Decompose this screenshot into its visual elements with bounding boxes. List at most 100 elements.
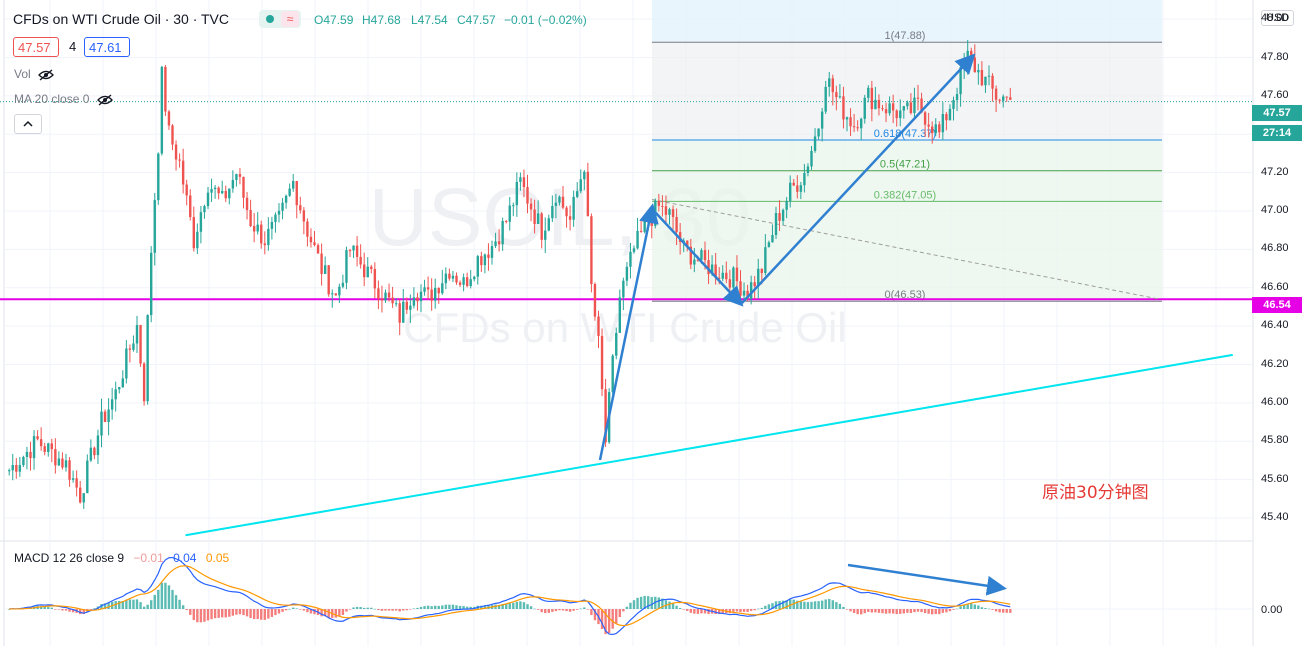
market-open-dot-icon bbox=[266, 15, 274, 23]
macd-histogram-bar bbox=[377, 609, 380, 611]
macd-signal-value: 0.05 bbox=[205, 551, 230, 565]
hidden-eye-icon[interactable] bbox=[96, 94, 113, 106]
currency-button[interactable]: USD bbox=[1261, 10, 1295, 26]
macd-histogram-bar bbox=[334, 609, 337, 618]
macd-histogram-bar bbox=[835, 602, 838, 609]
candle-body bbox=[384, 292, 387, 301]
candle-body bbox=[977, 69, 980, 73]
buy-price-button[interactable]: 47.61 bbox=[84, 37, 130, 57]
macd-histogram-bar bbox=[778, 601, 781, 609]
macd-histogram-bar bbox=[874, 609, 877, 613]
candle-body bbox=[622, 280, 625, 298]
candle-body bbox=[987, 75, 991, 77]
candle-body bbox=[366, 266, 369, 278]
macd-histogram-bar bbox=[696, 609, 700, 614]
candle-body bbox=[895, 110, 898, 119]
chart-caption: 原油30分钟图 bbox=[1042, 483, 1149, 503]
candle-body bbox=[419, 291, 423, 302]
sell-price-button[interactable]: 47.57 bbox=[13, 37, 59, 57]
candle-body bbox=[600, 335, 604, 390]
candle-body bbox=[402, 301, 405, 323]
candle-body bbox=[18, 465, 22, 472]
candle-body bbox=[636, 230, 639, 249]
macd-histogram-bar bbox=[103, 603, 107, 609]
candle-body bbox=[373, 269, 377, 289]
macd-histogram-bar bbox=[920, 609, 923, 613]
macd-histogram-bar bbox=[629, 602, 632, 609]
macd-histogram-bar bbox=[189, 609, 192, 615]
macd-histogram-bar bbox=[68, 609, 71, 612]
macd-histogram-bar bbox=[455, 605, 458, 609]
macd-histogram-bar bbox=[174, 595, 178, 609]
macd-histogram-bar bbox=[387, 609, 391, 611]
candle-body bbox=[735, 267, 739, 282]
candle-body bbox=[739, 281, 742, 296]
candle-body bbox=[707, 260, 710, 275]
macd-histogram-bar bbox=[984, 608, 987, 609]
price-tick-label: 47.20 bbox=[1261, 165, 1289, 178]
candle-body bbox=[533, 209, 536, 224]
macd-histogram-bar bbox=[348, 609, 352, 610]
candle-body bbox=[29, 451, 32, 459]
price-tick-label: 47.00 bbox=[1261, 204, 1289, 217]
macd-histogram-bar bbox=[441, 605, 444, 609]
macd-histogram-bar bbox=[735, 609, 739, 612]
candle-body bbox=[689, 246, 692, 265]
macd-histogram-bar bbox=[391, 609, 394, 611]
candle-body bbox=[426, 287, 430, 290]
macd-histogram-bar bbox=[89, 609, 93, 610]
candle-body bbox=[874, 99, 877, 110]
macd-histogram-bar bbox=[341, 609, 345, 615]
candle-body bbox=[465, 277, 469, 287]
macd-indicator-label[interactable]: MACD 12 26 close 9 −0.01 0.04 0.05 bbox=[14, 551, 229, 565]
macd-histogram-bar bbox=[366, 607, 369, 609]
candle-body bbox=[25, 451, 29, 457]
macd-histogram-bar bbox=[796, 600, 799, 609]
candle-body bbox=[501, 220, 504, 245]
macd-histogram-bar bbox=[842, 606, 845, 609]
candle-body bbox=[473, 276, 476, 280]
collapse-indicators-button[interactable] bbox=[14, 114, 42, 134]
candle-body bbox=[675, 216, 678, 233]
macd-histogram-bar bbox=[941, 609, 945, 613]
candle-body bbox=[838, 96, 842, 98]
candle-body bbox=[774, 213, 778, 236]
macd-histogram-bar bbox=[405, 609, 408, 611]
candle-body bbox=[132, 343, 135, 350]
macd-histogram-bar bbox=[952, 609, 955, 610]
candle-body bbox=[281, 202, 284, 211]
candle-body bbox=[260, 224, 263, 244]
macd-histogram-bar bbox=[526, 604, 529, 609]
macd-histogram-bar bbox=[508, 602, 511, 609]
ma-indicator-label[interactable]: MA 20 close 0 bbox=[14, 92, 113, 106]
price-tick-label: 47.60 bbox=[1261, 88, 1289, 101]
macd-histogram-bar bbox=[927, 609, 930, 614]
volume-indicator-label[interactable]: Vol bbox=[14, 67, 54, 81]
fib-extension-zone bbox=[652, 0, 1162, 43]
macd-histogram-bar bbox=[8, 609, 11, 610]
market-status-badge[interactable]: ≈ bbox=[259, 10, 301, 28]
hidden-eye-icon[interactable] bbox=[38, 69, 54, 81]
spread-value: 4 bbox=[69, 39, 77, 54]
macd-histogram-bar bbox=[891, 609, 895, 614]
candle-body bbox=[153, 200, 156, 253]
candle-body bbox=[593, 284, 597, 317]
candle-body bbox=[79, 487, 82, 503]
price-tick-label: 45.80 bbox=[1261, 434, 1289, 447]
macd-histogram-bar bbox=[323, 609, 327, 617]
macd-histogram-bar bbox=[707, 609, 710, 615]
macd-histogram-bar bbox=[423, 606, 426, 609]
macd-histogram-bar bbox=[302, 609, 306, 611]
candle-body bbox=[483, 254, 487, 266]
candle-body bbox=[629, 251, 632, 267]
macd-histogram-bar bbox=[359, 607, 362, 609]
candle-body bbox=[224, 190, 227, 199]
candle-body bbox=[217, 187, 220, 194]
candle-body bbox=[334, 293, 337, 296]
candle-body bbox=[767, 242, 771, 248]
candle-body bbox=[938, 124, 941, 133]
candle-body bbox=[302, 210, 306, 222]
macd-histogram-bar bbox=[607, 609, 611, 633]
